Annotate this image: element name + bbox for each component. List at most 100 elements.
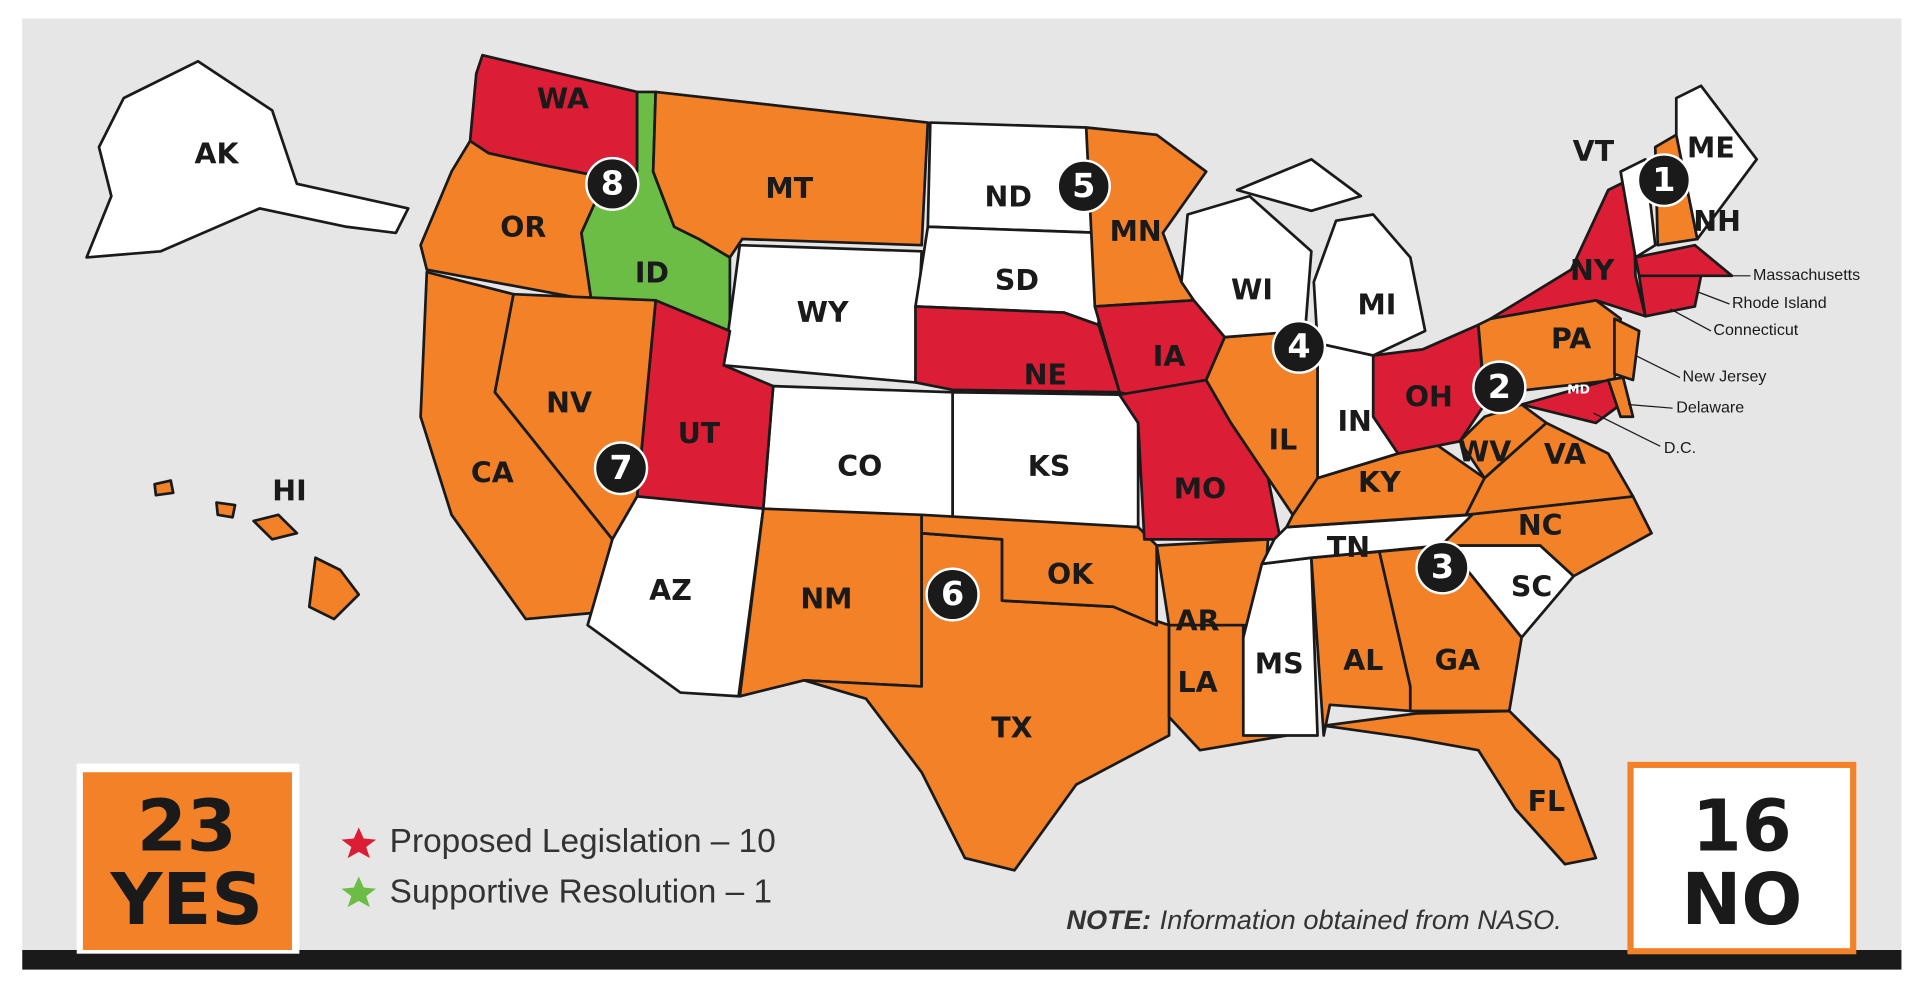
state-label: VT (1573, 135, 1615, 168)
leader-line (1627, 403, 1673, 409)
number-badge-label: 3 (1431, 547, 1454, 586)
callout-label: Connecticut (1713, 322, 1798, 339)
state-label: NE (1024, 358, 1067, 391)
state-label: IL (1269, 423, 1298, 456)
state-label: NH (1693, 205, 1741, 238)
state-label: CO (837, 450, 882, 483)
state-shape (1235, 158, 1363, 213)
state-shape (1674, 84, 1759, 241)
number-badge (1271, 319, 1327, 374)
states (85, 53, 1759, 872)
state-label: AR (1176, 605, 1220, 638)
number-badge-label: 4 (1287, 327, 1310, 366)
state-label: IA (1153, 340, 1186, 373)
state-label: NM (800, 583, 852, 616)
number-badge (1472, 360, 1527, 415)
callout-label: Delaware (1676, 399, 1744, 416)
state-label: MD (1567, 382, 1590, 396)
state-label: NV (546, 387, 592, 420)
legend-label: Proposed Legislation – 10 (390, 823, 776, 860)
state-shape (1180, 194, 1313, 339)
state-label: MO (1174, 472, 1226, 505)
legend-star (341, 876, 377, 908)
number-badge (1056, 159, 1111, 214)
state-label: KS (1028, 450, 1071, 483)
state-label: TX (991, 711, 1033, 744)
state-label: WI (1231, 274, 1273, 307)
number-badge-label: 1 (1652, 160, 1675, 199)
number-badge (593, 441, 649, 496)
state-shape (1312, 213, 1427, 357)
state-shape (1606, 376, 1635, 419)
state-label: ME (1687, 132, 1735, 165)
state-shape (1322, 709, 1598, 866)
yes-label: YES (109, 858, 263, 941)
yes-count: 23 (137, 785, 237, 868)
state-label: OH (1405, 380, 1453, 413)
no-label: NO (1681, 858, 1802, 941)
state-label: WY (797, 296, 849, 329)
leader-line (1697, 291, 1730, 305)
state-label: KY (1358, 466, 1401, 499)
state-shape (1613, 317, 1641, 382)
number-badge (1636, 153, 1692, 208)
number-badge (925, 567, 980, 622)
leader-line (1669, 308, 1712, 332)
state-label: MI (1357, 289, 1396, 322)
state-shape (153, 479, 175, 497)
state-shape (1458, 403, 1548, 480)
leader-line (1635, 354, 1681, 379)
callout-label: Massachusetts (1753, 267, 1860, 284)
state-label: MT (765, 172, 813, 205)
state-label: MS (1255, 648, 1304, 681)
state-label: AZ (649, 574, 692, 607)
state-label: ID (635, 257, 669, 290)
callout-lines (1593, 275, 1751, 447)
state-label: TN (1327, 531, 1370, 564)
legend-star (341, 827, 377, 859)
state-label: FL (1528, 785, 1566, 818)
state-label: LA (1177, 666, 1217, 699)
number-badge-label: 6 (941, 574, 964, 613)
state-label: IN (1337, 405, 1371, 438)
callout-label: D.C. (1664, 440, 1696, 457)
legend-label: Supportive Resolution – 1 (390, 873, 772, 910)
state-label: WV (1458, 436, 1511, 469)
bottom-bar (22, 950, 1902, 970)
state-label: NY (1570, 254, 1615, 287)
state-label: PA (1551, 323, 1591, 356)
state-label: UT (678, 417, 721, 450)
number-badge-label: 7 (609, 448, 632, 487)
number-badge-label: 2 (1488, 367, 1511, 406)
state-label: AL (1343, 644, 1383, 677)
state-label: AK (194, 138, 239, 171)
callout-label: New Jersey (1682, 369, 1766, 386)
state-label: SD (995, 264, 1039, 297)
note-text: Information obtained from NASO. (1160, 904, 1562, 935)
state-shape (651, 90, 930, 259)
state-label: VA (1544, 438, 1586, 471)
state-shape (307, 556, 361, 621)
number-badge (585, 156, 640, 211)
state-label: OR (500, 211, 546, 244)
number-badge (1415, 540, 1470, 595)
state-label: MN (1110, 215, 1162, 248)
state-label: OK (1047, 558, 1094, 591)
state-label: NC (1518, 509, 1563, 542)
state-shape (252, 513, 299, 541)
callout-label: Rhode Island (1732, 295, 1827, 312)
state-shape (1634, 243, 1734, 278)
state-label: HI (272, 475, 306, 508)
state-shape (215, 501, 237, 519)
state-label: GA (1435, 644, 1480, 677)
yes-box (82, 772, 292, 950)
state-shape (85, 59, 410, 259)
number-badge-label: 5 (1072, 166, 1095, 205)
no-box (1627, 761, 1857, 955)
state-label: WA (537, 83, 589, 116)
state-shape (1637, 274, 1703, 318)
state-label: SC (1511, 570, 1552, 603)
number-badge-label: 8 (601, 164, 624, 203)
